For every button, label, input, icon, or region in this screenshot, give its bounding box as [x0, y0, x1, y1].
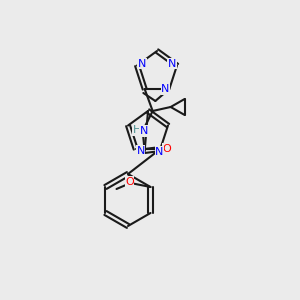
Text: N: N — [161, 84, 170, 94]
Text: O: O — [162, 144, 171, 154]
Text: N: N — [136, 146, 145, 156]
Text: N: N — [168, 58, 176, 68]
Text: H: H — [133, 125, 141, 135]
Text: O: O — [125, 177, 134, 187]
Text: N: N — [155, 147, 164, 157]
Text: N: N — [140, 126, 148, 136]
Text: N: N — [138, 58, 146, 68]
